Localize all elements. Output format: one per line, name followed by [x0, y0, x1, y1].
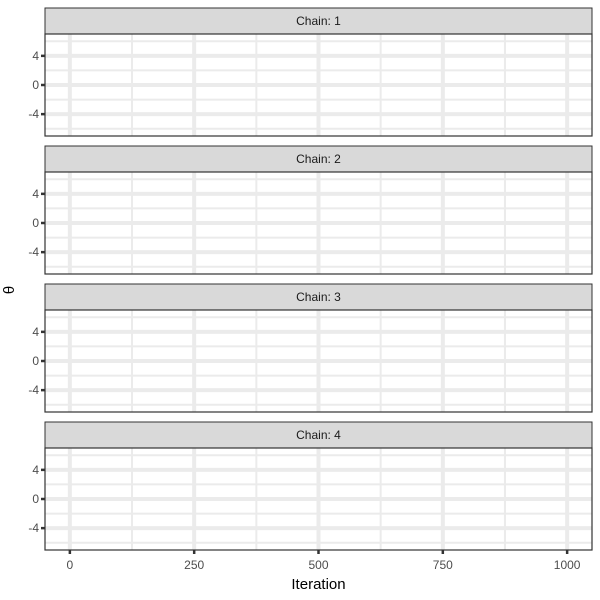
y-tick-label: 0: [32, 354, 39, 368]
x-tick-label: 250: [184, 558, 204, 572]
y-tick-label: -4: [28, 245, 39, 259]
x-tick-label: 500: [308, 558, 328, 572]
y-tick-label: -4: [28, 521, 39, 535]
facet-4: Chain: 4 4 0 -4: [28, 421, 593, 551]
x-tick-label: 750: [433, 558, 453, 572]
strip-label: Chain: 1: [296, 14, 341, 28]
y-tick-label: 4: [32, 325, 39, 339]
y-tick-label: 0: [32, 216, 39, 230]
y-tick-label: -4: [28, 383, 39, 397]
y-tick-label: 4: [32, 49, 39, 63]
y-tick-label: 4: [32, 463, 39, 477]
x-axis-title: Iteration: [291, 576, 345, 593]
strip-background: [44, 7, 593, 35]
x-tick-label: 0: [67, 558, 74, 572]
y-tick-label: 0: [32, 492, 39, 506]
strip-label: Chain: 3: [296, 290, 341, 304]
y-tick-label: -4: [28, 107, 39, 121]
x-tick-label: 1000: [554, 558, 581, 572]
facet-2: Chain: 2 4 0 -4: [28, 145, 593, 275]
facet-3: Chain: 3 4 0 -4: [28, 283, 593, 413]
strip-background: [44, 283, 593, 311]
strip-background: [44, 421, 593, 449]
strip-label: Chain: 4: [296, 428, 341, 442]
x-axis: 0 250 500 750 1000: [67, 550, 581, 572]
strip-background: [44, 145, 593, 173]
facet-1: Chain: 1 4 0 -4: [28, 7, 593, 137]
strip-label: Chain: 2: [296, 152, 341, 166]
y-tick-label: 0: [32, 78, 39, 92]
y-axis-title: θ: [1, 286, 18, 294]
y-tick-label: 4: [32, 187, 39, 201]
